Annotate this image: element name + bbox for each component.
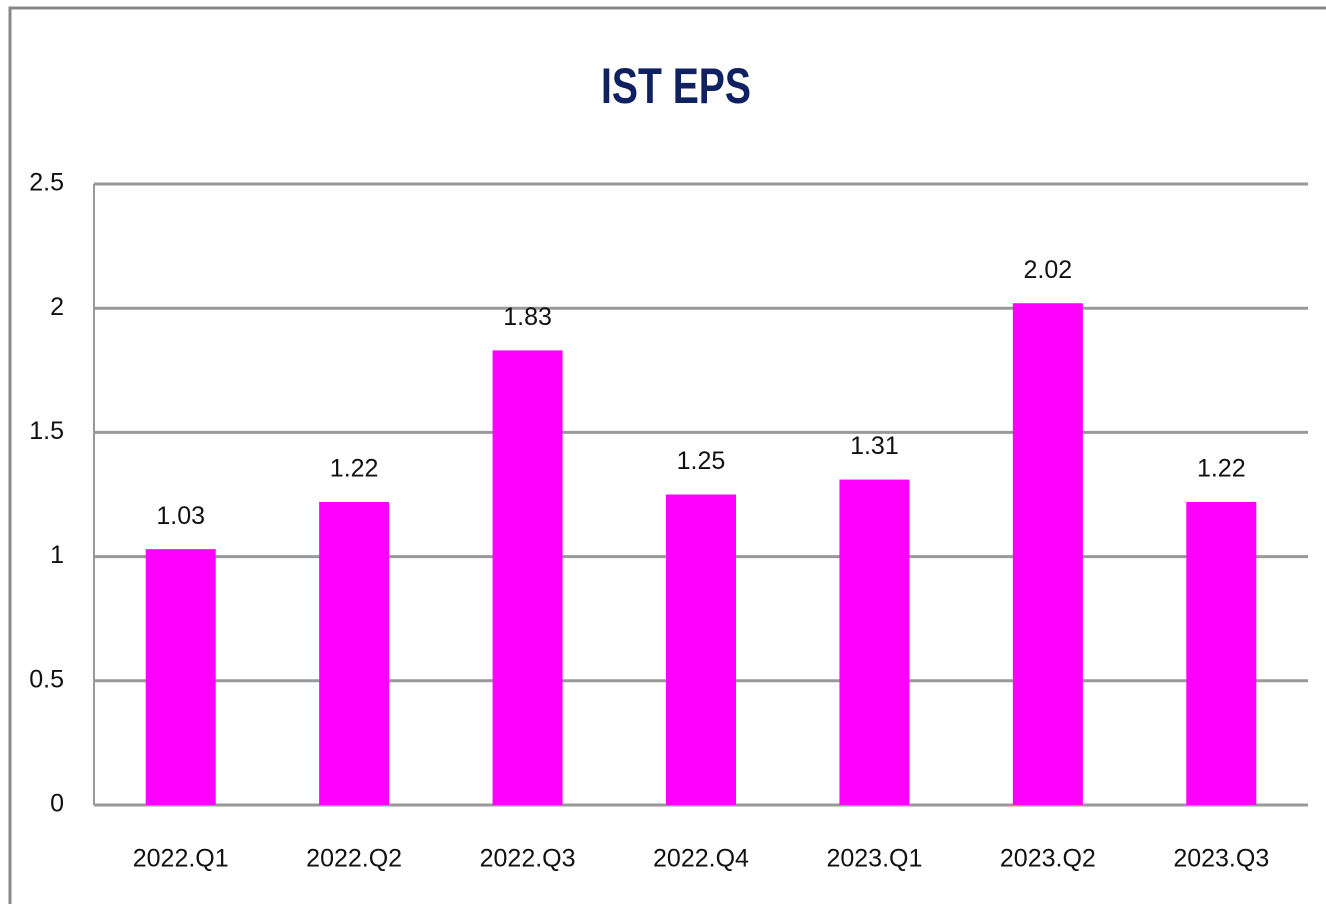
bar xyxy=(492,350,563,805)
data-label: 1.22 xyxy=(1197,455,1246,483)
x-tick-label: 2023.Q2 xyxy=(1000,845,1096,873)
data-label: 1.25 xyxy=(677,447,726,475)
y-tick-label: 1.5 xyxy=(29,417,64,445)
bar xyxy=(1186,501,1257,805)
bar xyxy=(1012,303,1083,805)
data-label: 1.83 xyxy=(503,303,552,331)
bar xyxy=(145,549,216,805)
bar xyxy=(666,494,736,805)
y-tick-label: 0.5 xyxy=(29,665,64,693)
bar xyxy=(839,479,910,805)
bar xyxy=(319,501,390,805)
x-tick-label: 2022.Q4 xyxy=(653,845,749,873)
y-tick-label: 2.5 xyxy=(29,169,64,197)
x-tick-label: 2023.Q1 xyxy=(826,845,922,873)
y-tick-label: 2 xyxy=(50,293,64,321)
data-label: 2.02 xyxy=(1024,256,1073,284)
x-tick-label: 2023.Q3 xyxy=(1173,845,1269,873)
data-label: 1.22 xyxy=(330,455,379,483)
y-tick-label: 0 xyxy=(50,790,64,818)
data-label: 1.03 xyxy=(156,502,205,530)
y-tick-label: 1 xyxy=(50,541,64,569)
x-tick-label: 2022.Q1 xyxy=(133,845,229,873)
data-label: 1.31 xyxy=(850,432,899,460)
x-tick-label: 2022.Q3 xyxy=(480,845,576,873)
chart-title: IST EPS xyxy=(601,58,751,114)
x-tick-label: 2022.Q2 xyxy=(306,845,402,873)
